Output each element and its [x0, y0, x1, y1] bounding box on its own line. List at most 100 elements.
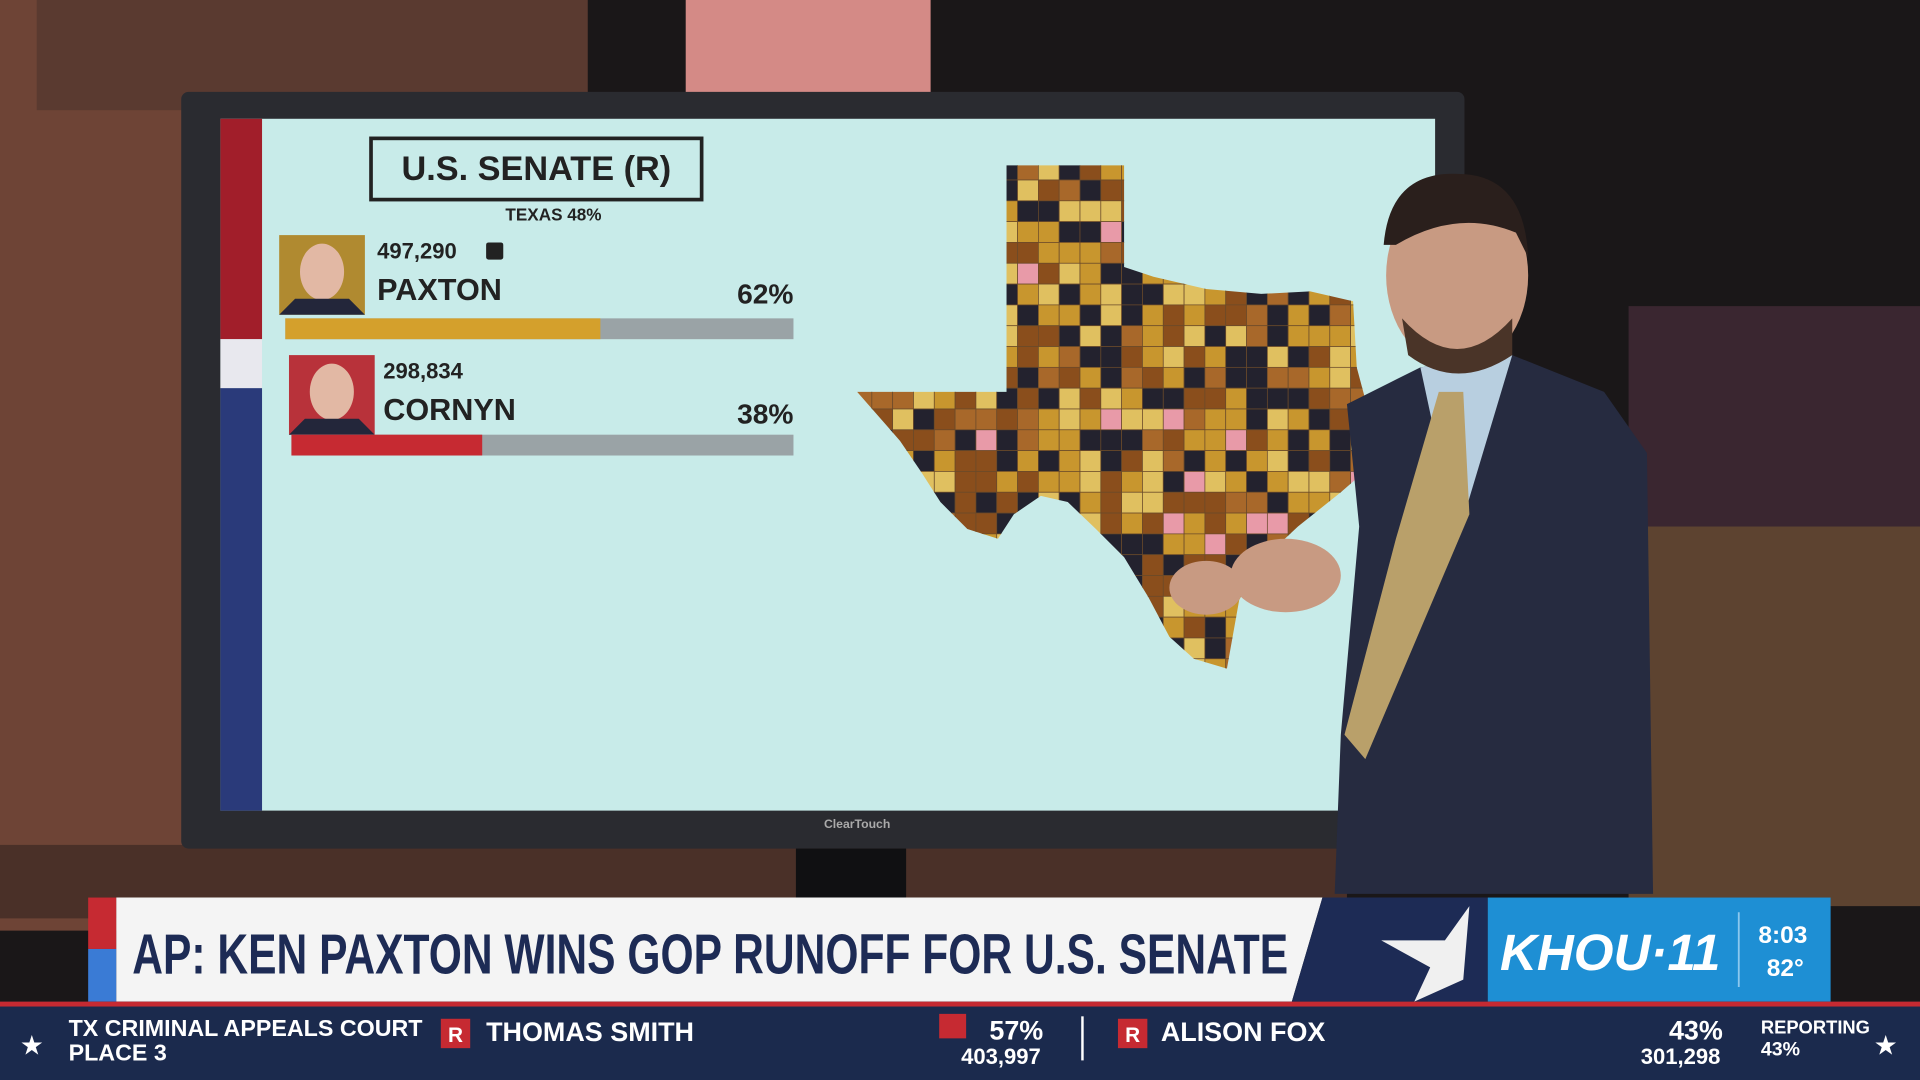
- county: [1079, 242, 1102, 264]
- county: [1308, 450, 1331, 472]
- county: [1287, 491, 1310, 514]
- county: [1100, 471, 1122, 493]
- lower-third-accent-red: [88, 897, 117, 949]
- county: [1225, 304, 1247, 327]
- county: [1142, 491, 1164, 514]
- county: [1038, 325, 1060, 347]
- county: [1183, 491, 1206, 514]
- county: [1287, 346, 1310, 368]
- county: [1225, 533, 1247, 556]
- county: [1266, 471, 1289, 493]
- ticker-votes: 403,997: [961, 1044, 1041, 1069]
- party-letter: R: [448, 1024, 463, 1047]
- county: [1017, 179, 1039, 202]
- county: [1287, 387, 1310, 410]
- county: [1079, 366, 1102, 389]
- ticker-pct: 43%: [1669, 1016, 1723, 1046]
- county: [975, 450, 998, 472]
- ticker-star: ★: [1874, 1030, 1898, 1060]
- county: [1100, 221, 1122, 243]
- county: [1100, 366, 1122, 389]
- county: [1100, 304, 1122, 327]
- county: [1287, 304, 1310, 327]
- party-box: [440, 1018, 471, 1049]
- county: [1142, 554, 1164, 576]
- county: [1142, 325, 1164, 347]
- county: [1204, 491, 1227, 514]
- county: [1017, 262, 1039, 285]
- star-icon: [1381, 906, 1470, 1002]
- county: [1246, 471, 1268, 493]
- county: [1017, 242, 1039, 264]
- party-box: [1117, 1018, 1148, 1049]
- screen-accent-red: [220, 118, 263, 340]
- county: [1162, 408, 1185, 431]
- county: [1017, 366, 1039, 389]
- county: [1308, 408, 1331, 431]
- county: [1058, 221, 1081, 243]
- county: [1079, 283, 1102, 306]
- county: [1204, 429, 1227, 451]
- county: [1162, 325, 1185, 347]
- winner-box: [939, 1013, 967, 1039]
- county: [1121, 512, 1143, 535]
- county: [1100, 429, 1122, 451]
- county: [1100, 491, 1122, 514]
- county: [933, 408, 956, 431]
- county: [1121, 471, 1143, 493]
- county: [1225, 346, 1247, 368]
- county: [1266, 304, 1289, 327]
- temperature: 82°: [1767, 955, 1804, 982]
- county: [1142, 366, 1164, 389]
- candidate-name: PAXTON: [377, 273, 502, 307]
- county: [1287, 429, 1310, 451]
- county: [1204, 533, 1227, 556]
- title-box: [369, 136, 704, 202]
- county: [954, 491, 977, 514]
- county: [1162, 304, 1185, 327]
- county: [1162, 533, 1185, 556]
- county: [1017, 325, 1039, 347]
- vote-bar: [291, 434, 483, 456]
- county: [975, 491, 998, 514]
- candidate-suit: [279, 298, 365, 315]
- county: [975, 471, 998, 493]
- county: [1329, 346, 1351, 368]
- county: [1038, 242, 1060, 264]
- ticker-results: R THOMAS SMITH 57%403,997 R ALISON FOX 43%301…: [440, 1013, 1723, 1069]
- county: [1017, 408, 1039, 431]
- county: [954, 429, 977, 451]
- county: [1038, 387, 1060, 410]
- county: [1162, 450, 1185, 472]
- county: [1100, 179, 1122, 202]
- county: [1038, 429, 1060, 451]
- county: [1162, 491, 1185, 514]
- county: [1121, 533, 1143, 556]
- county: [1100, 200, 1122, 222]
- county: [1266, 408, 1289, 431]
- county: [1204, 658, 1227, 669]
- county: [1079, 346, 1102, 368]
- county: [1225, 512, 1247, 535]
- anchor: [1169, 173, 1654, 894]
- station-box: [1487, 897, 1831, 1002]
- county: [1183, 304, 1206, 327]
- county: [1038, 283, 1060, 306]
- station-logo: KHOU·11: [1500, 923, 1720, 981]
- party-letter: R: [1125, 1024, 1140, 1047]
- county: [1100, 512, 1122, 535]
- county: [1121, 491, 1143, 514]
- county: [1121, 304, 1143, 327]
- county: [1266, 491, 1289, 514]
- county: [1329, 429, 1351, 451]
- county: [1079, 408, 1102, 431]
- clock: 8:03: [1758, 922, 1807, 949]
- county: [1079, 325, 1102, 347]
- ticker-candidate: ALISON FOX: [1161, 1017, 1326, 1047]
- county: [1287, 325, 1310, 347]
- county: [1058, 429, 1081, 451]
- county: [975, 512, 998, 535]
- candidate-votes: 298,834: [383, 358, 463, 383]
- lower-third-accent-blue: [88, 948, 117, 1002]
- county: [1017, 450, 1039, 472]
